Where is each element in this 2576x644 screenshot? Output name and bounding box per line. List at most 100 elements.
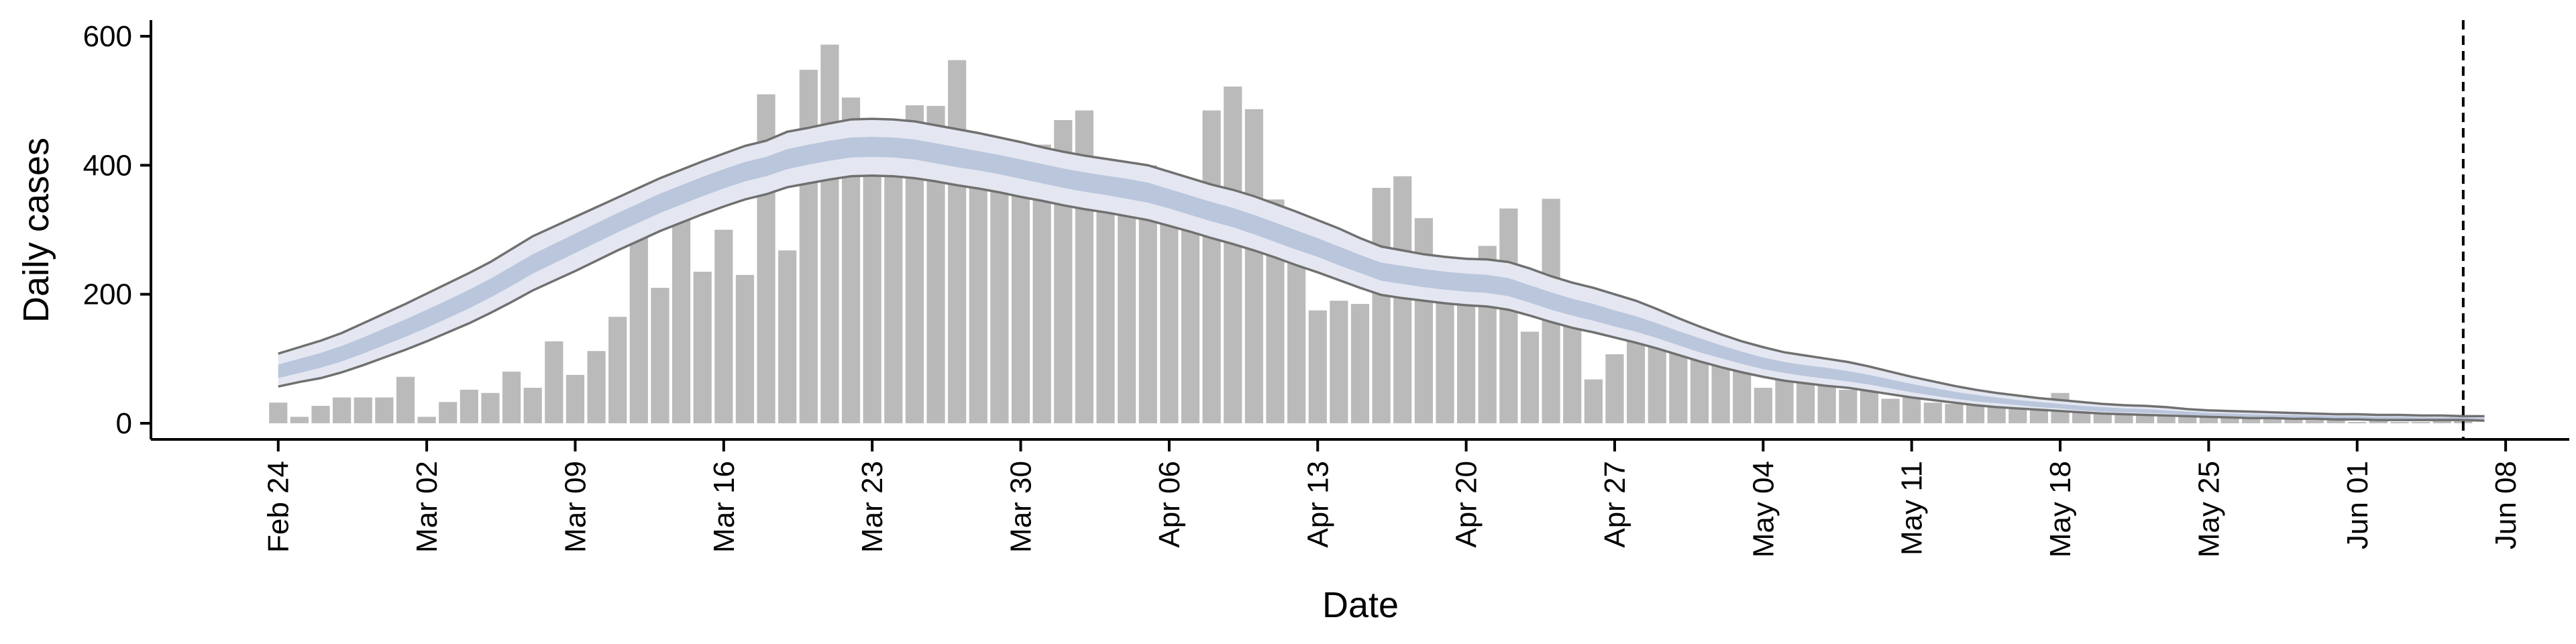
- bar: [672, 204, 691, 423]
- bar: [417, 417, 436, 423]
- bar: [1350, 304, 1370, 423]
- bar: [948, 60, 967, 423]
- bar: [714, 229, 733, 423]
- y-tick-label: 400: [83, 149, 132, 182]
- bar: [1584, 379, 1603, 423]
- bar: [290, 417, 309, 423]
- x-tick-label: Mar 30: [1005, 461, 1038, 553]
- bar: [1202, 110, 1221, 423]
- bar: [2263, 418, 2282, 423]
- x-tick-label: Apr 27: [1599, 461, 1631, 548]
- bar: [1605, 354, 1624, 423]
- x-tick-label: Mar 02: [411, 461, 443, 553]
- bar: [1923, 402, 1942, 423]
- x-tick-label: May 18: [2044, 461, 2077, 557]
- bar: [2220, 415, 2239, 423]
- bar: [2093, 413, 2112, 423]
- bar: [735, 274, 755, 423]
- bar: [1244, 109, 1263, 423]
- bar: [1839, 389, 1858, 423]
- x-tick-label: Mar 23: [856, 461, 889, 553]
- bar: [2412, 422, 2430, 423]
- x-axis-title: Date: [1322, 585, 1399, 625]
- band-upper-edge-line: [278, 117, 2485, 418]
- bar: [1457, 299, 1476, 423]
- bar: [1330, 301, 1348, 423]
- bar: [1563, 320, 1582, 423]
- bar: [566, 374, 585, 423]
- x-tick-label: May 25: [2192, 461, 2225, 557]
- bar: [778, 250, 797, 423]
- bar: [1096, 207, 1115, 423]
- bar: [2135, 415, 2155, 423]
- x-tick-label: Apr 20: [1450, 461, 1483, 548]
- bar: [2029, 410, 2049, 423]
- bar: [545, 341, 564, 423]
- bar: [481, 392, 500, 423]
- bar: [884, 138, 903, 423]
- bar: [2178, 415, 2197, 423]
- inner-credible-band: [278, 137, 2485, 421]
- x-tick-label: Jun 01: [2341, 461, 2374, 549]
- x-tick-label: Apr 13: [1301, 461, 1334, 548]
- bar: [1499, 208, 1518, 423]
- bar: [1181, 205, 1200, 423]
- bar: [2242, 415, 2261, 423]
- bar: [1224, 87, 1242, 423]
- bar: [2008, 409, 2027, 423]
- bar: [311, 406, 330, 423]
- bar: [863, 174, 881, 423]
- bar: [1648, 347, 1666, 423]
- bar: [1372, 188, 1391, 423]
- bar: [1011, 188, 1030, 423]
- y-tick-label: 0: [116, 407, 132, 440]
- bar: [396, 376, 415, 423]
- bar: [1308, 310, 1327, 423]
- x-tick-label: May 04: [1747, 461, 1780, 557]
- bar: [1945, 404, 1964, 423]
- bar: [354, 397, 372, 423]
- bar: [439, 402, 458, 423]
- x-tick-label: Mar 09: [559, 461, 592, 553]
- band-lower-edge-line: [278, 174, 2485, 422]
- bar: [2199, 415, 2218, 423]
- bar: [1118, 191, 1136, 423]
- x-tick-label: Apr 06: [1153, 461, 1186, 548]
- bar: [1881, 398, 1900, 423]
- bar: [1902, 397, 1921, 423]
- axes-layer: 0 200 400 600 Feb 24 Mar 02 Mar 09 Mar 16 Mar 23…: [83, 20, 2569, 557]
- bar: [2305, 420, 2324, 423]
- bar: [969, 144, 987, 423]
- x-tick-label: Mar 16: [708, 461, 741, 553]
- model-band-layer: [278, 117, 2485, 422]
- bar: [608, 317, 627, 423]
- bar: [523, 388, 542, 423]
- bar: [820, 44, 839, 423]
- bar: [1414, 218, 1433, 423]
- bar: [693, 272, 712, 423]
- y-tick-label: 200: [83, 278, 132, 311]
- bar: [1754, 388, 1772, 423]
- bar: [2390, 422, 2409, 423]
- bar: [1520, 331, 1540, 423]
- bar: [502, 372, 521, 423]
- bar: [2432, 420, 2451, 423]
- bar: [651, 288, 669, 423]
- x-tick-label: Jun 08: [2489, 461, 2522, 549]
- bar: [799, 70, 818, 423]
- bar: [375, 397, 394, 423]
- x-tick-label: May 11: [1896, 461, 1929, 555]
- bar: [2348, 422, 2367, 423]
- bar: [333, 397, 352, 423]
- bar: [1860, 390, 1879, 423]
- x-tick-label: Feb 24: [262, 461, 295, 553]
- y-axis-title: Daily cases: [16, 138, 56, 323]
- bar: [1627, 339, 1646, 423]
- bar: [460, 389, 478, 423]
- bar: [587, 351, 606, 423]
- y-tick-label: 600: [83, 20, 132, 53]
- bar: [269, 402, 288, 423]
- bar: [1817, 383, 1836, 423]
- bar: [2326, 418, 2345, 423]
